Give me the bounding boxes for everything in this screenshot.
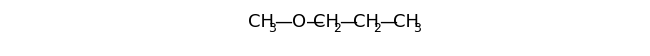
Text: 2: 2 <box>333 22 341 35</box>
Text: 3: 3 <box>413 22 421 35</box>
Text: —: — <box>339 13 358 31</box>
Text: 3: 3 <box>268 22 276 35</box>
Text: CH: CH <box>248 13 274 31</box>
Text: —: — <box>380 13 397 31</box>
Text: CH: CH <box>393 13 419 31</box>
Text: —O—: —O— <box>274 13 324 31</box>
Text: CH: CH <box>313 13 339 31</box>
Text: CH: CH <box>353 13 379 31</box>
Text: 2: 2 <box>373 22 381 35</box>
